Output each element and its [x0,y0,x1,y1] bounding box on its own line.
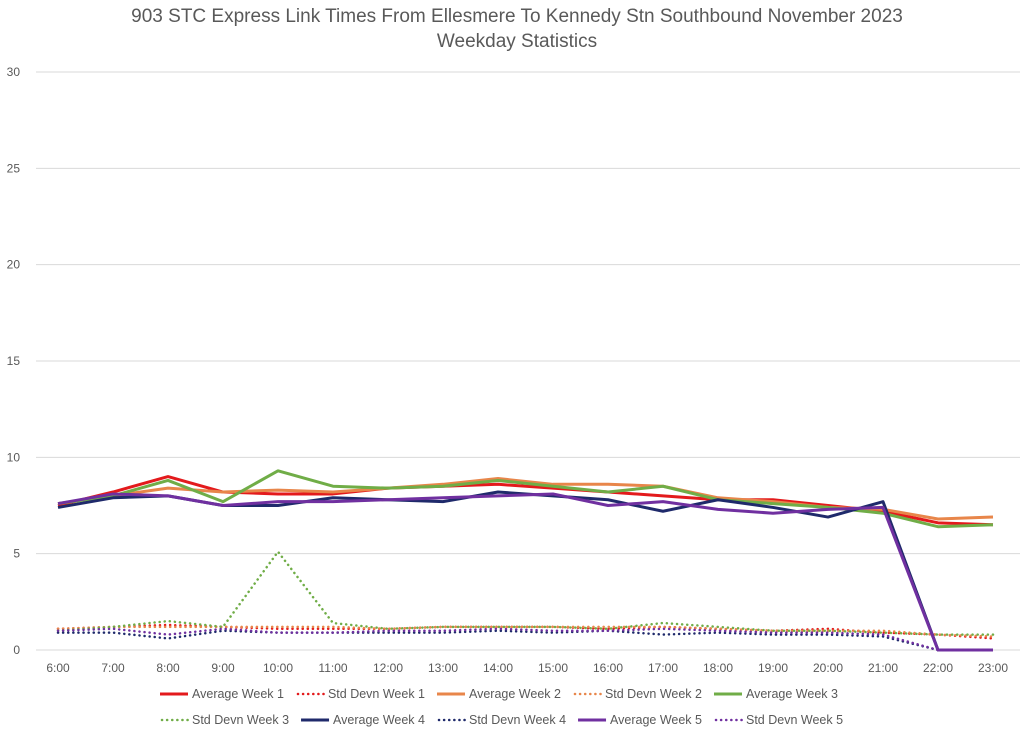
legend-item: Std Devn Week 3 [160,713,289,727]
x-tick-label: 10:00 [263,661,293,675]
y-tick-label: 0 [13,643,20,657]
y-tick-label: 10 [7,450,21,464]
x-tick-label: 20:00 [813,661,843,675]
x-tick-label: 19:00 [758,661,788,675]
x-tick-label: 7:00 [101,661,125,675]
x-tick-label: 8:00 [156,661,180,675]
x-tick-label: 16:00 [593,661,623,675]
legend-item: Average Week 1 [160,687,284,701]
y-axis: 0 5 10 15 20 25 30 [7,65,21,657]
legend-item: Average Week 3 [713,687,838,701]
x-tick-label: 23:00 [978,661,1008,675]
series-line-std-devn-week-4 [56,629,995,652]
legend-label: Average Week 1 [192,687,284,701]
chart-title: 903 STC Express Link Times From Ellesmer… [131,6,903,27]
y-tick-label: 25 [7,161,21,175]
x-tick-label: 18:00 [703,661,733,675]
series-line-average-week-3 [57,469,994,529]
legend-label: Average Week 5 [610,713,702,727]
gridlines [36,71,1020,651]
x-tick-label: 14:00 [483,661,513,675]
x-tick-label: 9:00 [211,661,235,675]
legend-label: Std Devn Week 1 [328,687,425,701]
legend-item: Std Devn Week 4 [437,713,566,727]
x-tick-label: 6:00 [46,661,70,675]
legend-label: Std Devn Week 2 [605,687,702,701]
legend-item: Std Devn Week 5 [714,713,843,727]
legend-item: Average Week 5 [578,713,702,727]
legend-label: Std Devn Week 4 [469,713,566,727]
x-tick-label: 12:00 [373,661,403,675]
legend-item: Std Devn Week 2 [573,687,702,701]
legend-label: Average Week 4 [333,713,425,727]
y-tick-label: 5 [13,547,20,561]
series-group [56,469,995,652]
x-tick-label: 13:00 [428,661,458,675]
y-tick-label: 20 [7,258,21,272]
legend-item: Average Week 2 [436,687,561,701]
legend-label: Average Week 2 [469,687,561,701]
y-tick-label: 15 [7,354,21,368]
x-tick-label: 22:00 [923,661,953,675]
series-line-std-devn-week-3 [56,550,995,636]
legend-label: Std Devn Week 5 [746,713,843,727]
y-tick-label: 30 [7,65,21,79]
series-line-std-devn-week-1 [56,623,995,640]
legend-label: Std Devn Week 3 [192,713,289,727]
x-axis: 6:00 7:00 8:00 9:00 10:00 11:00 12:00 13:00 14:0… [46,661,1008,675]
x-tick-label: 15:00 [538,661,568,675]
x-tick-label: 17:00 [648,661,678,675]
x-tick-label: 11:00 [318,661,347,675]
x-tick-label: 21:00 [868,661,898,675]
series-line-std-devn-week-5 [56,627,995,652]
series-line-average-week-5 [57,492,993,652]
legend: Average Week 1 Std Devn Week 1 Average Wee… [160,687,843,727]
chart-subtitle: Weekday Statistics [437,31,597,52]
legend-item: Average Week 4 [301,713,425,727]
legend-item: Std Devn Week 1 [296,687,425,701]
series-line-std-devn-week-2 [56,625,995,638]
legend-label: Average Week 3 [746,687,838,701]
